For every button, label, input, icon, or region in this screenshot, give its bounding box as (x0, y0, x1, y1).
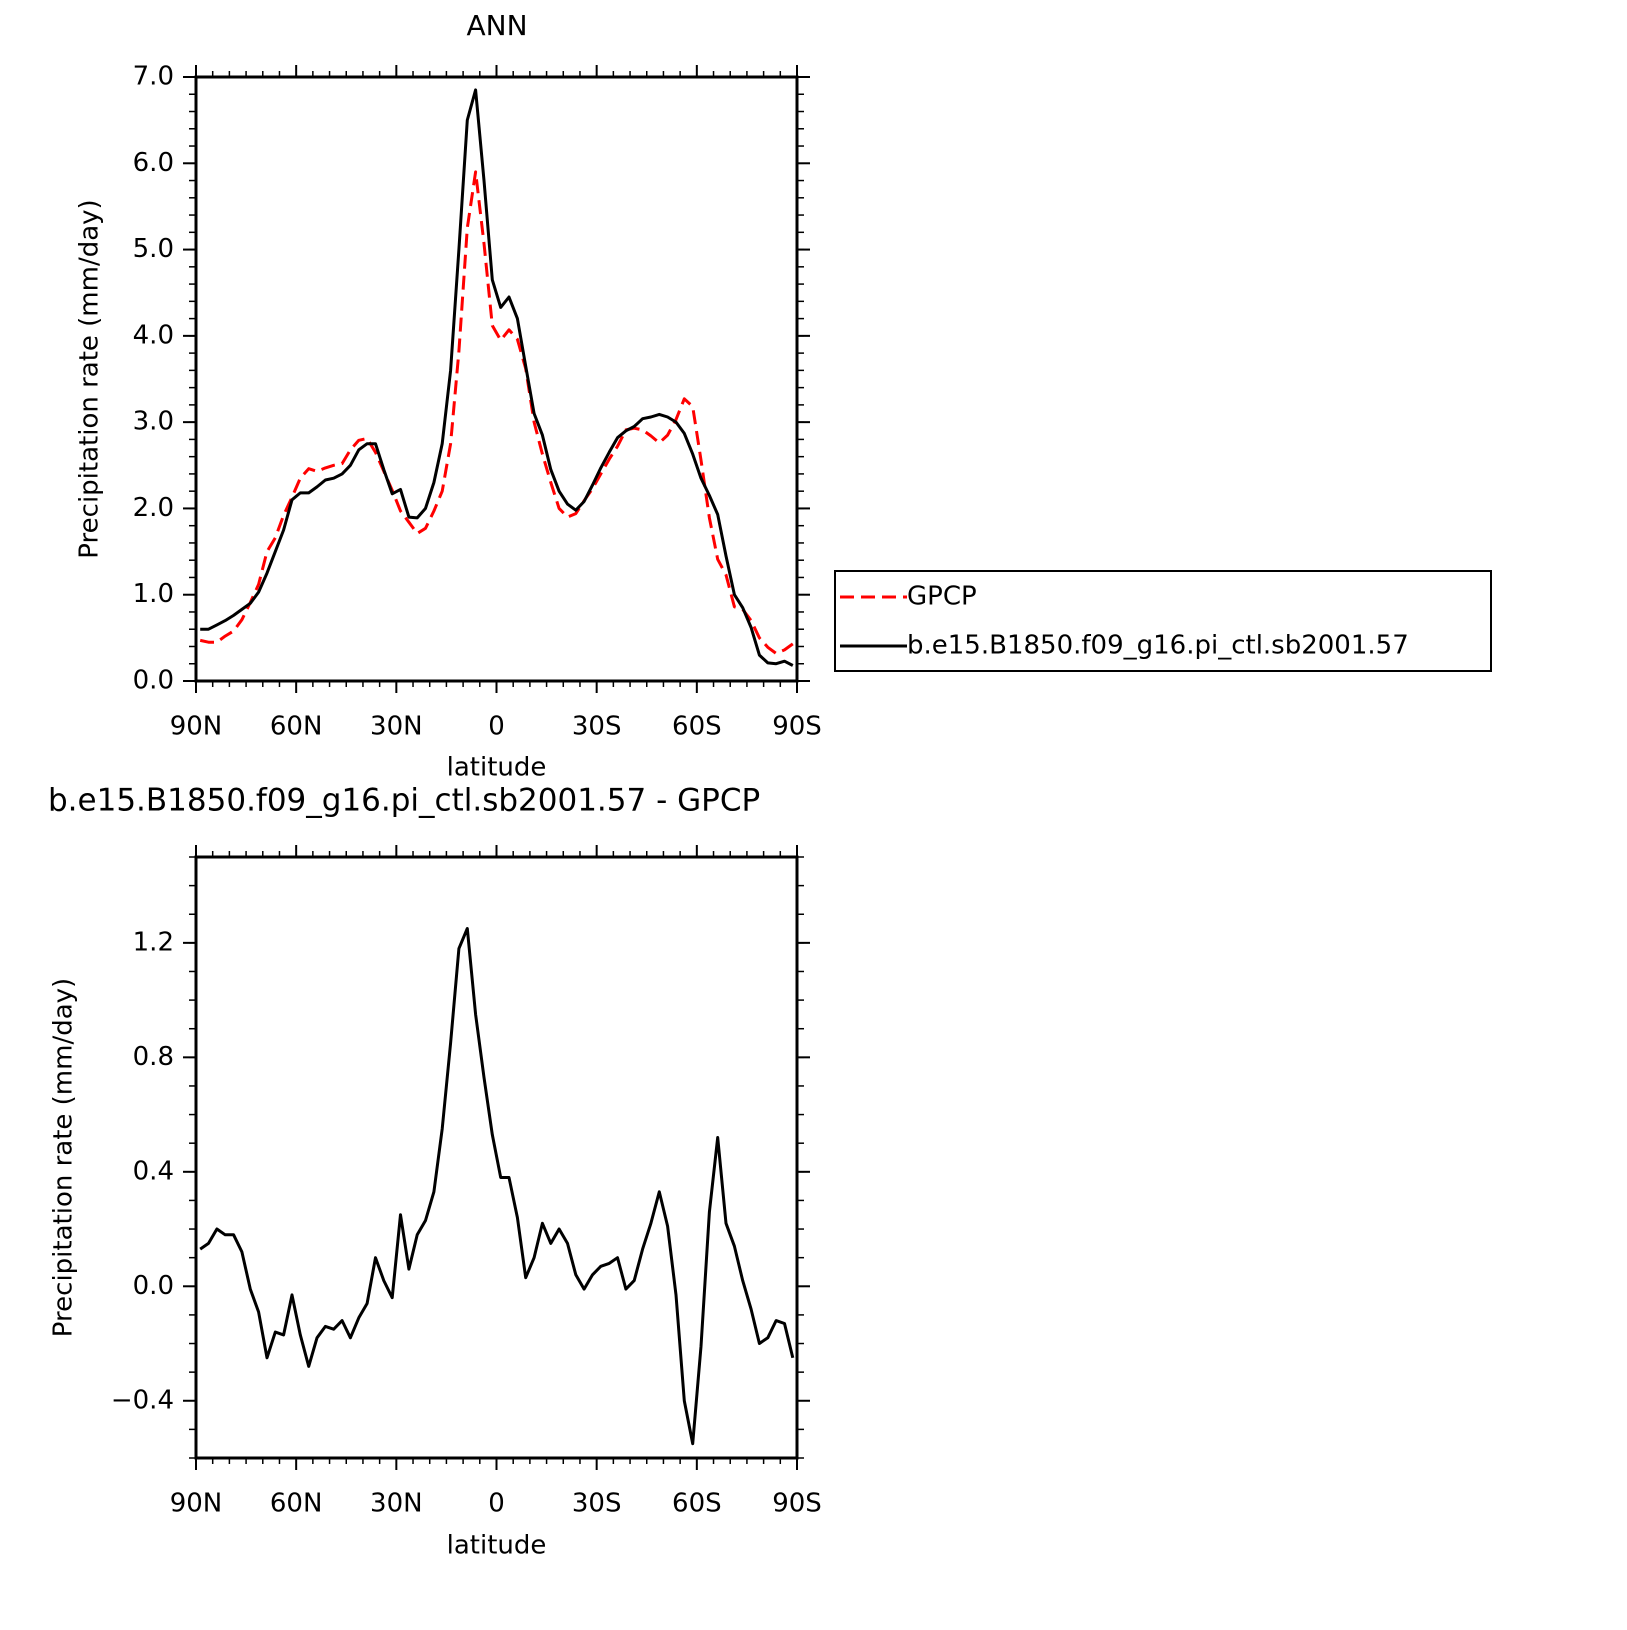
y-tick-label: 1.2 (133, 927, 174, 957)
x-tick-label: 90N (170, 1489, 223, 1519)
x-axis-label: latitude (447, 1531, 547, 1561)
x-tick-label: 0 (488, 712, 505, 742)
legend-label: GPCP (907, 582, 977, 612)
x-tick-label: 0 (488, 1489, 505, 1519)
x-tick-label: 60N (270, 712, 323, 742)
y-axis-label: Precipitation rate (mm/day) (49, 978, 79, 1337)
plot-frame (194, 855, 799, 1460)
x-tick-label: 90S (772, 712, 822, 742)
plot-frame (194, 75, 799, 683)
y-tick-label: 5.0 (133, 234, 174, 264)
y-tick-label: 2.0 (133, 493, 174, 523)
chart-title: ANN (466, 9, 527, 42)
data-line (199, 927, 795, 1446)
chart-title: b.e15.B1850.f09_g16.pi_ctl.sb2001.57 - G… (48, 783, 760, 819)
y-tick-label: 1.0 (133, 579, 174, 609)
y-tick-label: −0.4 (111, 1385, 174, 1415)
x-tick-label: 30N (370, 1489, 423, 1519)
y-tick-label: 0.8 (133, 1042, 174, 1072)
x-tick-label: 60N (270, 1489, 323, 1519)
x-tick-label: 30S (572, 712, 622, 742)
data-line (200, 88, 794, 667)
x-tick-label: 60S (672, 712, 722, 742)
legend-label: b.e15.B1850.f09_g16.pi_ctl.sb2001.57 (907, 631, 1409, 661)
data-line (199, 170, 794, 655)
y-tick-label: 7.0 (133, 62, 174, 92)
y-tick-label: 6.0 (133, 148, 174, 178)
legend-box (834, 570, 1492, 672)
y-tick-label: 0.0 (133, 666, 174, 696)
x-tick-label: 30S (572, 1489, 622, 1519)
y-axis-label: Precipitation rate (mm/day) (75, 199, 105, 558)
x-tick-label: 90N (170, 712, 223, 742)
y-tick-label: 3.0 (133, 407, 174, 437)
x-axis-label: latitude (447, 753, 547, 783)
y-tick-label: 4.0 (133, 320, 174, 350)
x-tick-label: 30N (370, 712, 423, 742)
y-tick-label: 0.4 (133, 1156, 174, 1186)
y-tick-label: 0.0 (133, 1271, 174, 1301)
x-tick-label: 90S (772, 1489, 822, 1519)
x-tick-label: 60S (672, 1489, 722, 1519)
